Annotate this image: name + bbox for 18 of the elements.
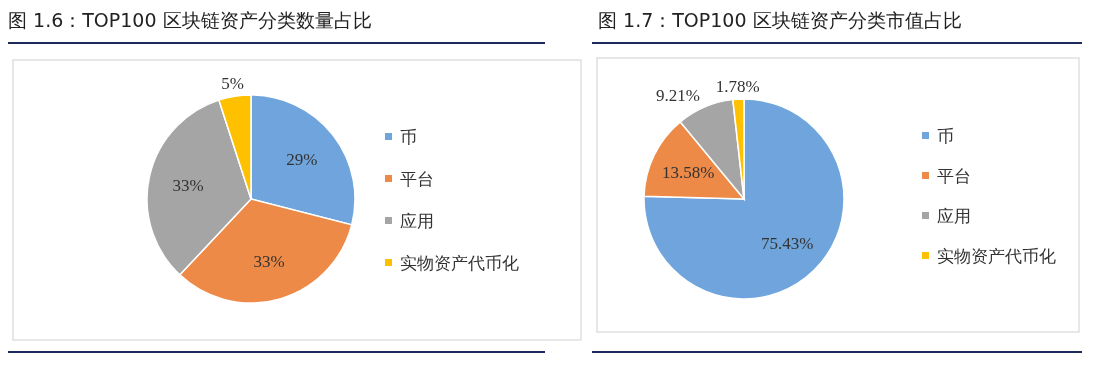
data-label: 5% [221,73,244,93]
legend-label: 实物资产代币化 [937,246,1056,266]
legend-label: 币 [400,127,417,147]
legend-label: 应用 [937,206,971,226]
data-label: 1.78% [715,77,760,97]
chart-title: 图 1.6：TOP100 区块链资产分类数量占比 [8,9,372,31]
data-label: 33% [253,251,285,271]
data-label: 9.21% [655,85,700,105]
legend-label: 币 [937,126,954,146]
data-label: 13.58% [662,162,715,182]
legend-label: 平台 [937,166,971,186]
legend-label: 平台 [400,169,434,189]
chart-title: 图 1.7：TOP100 区块链资产分类市值占比 [598,9,962,31]
data-label: 33% [172,175,204,195]
legend-label: 实物资产代币化 [400,253,519,273]
data-label: 29% [286,150,318,170]
data-label: 75.43% [761,234,814,254]
legend-label: 应用 [400,211,434,231]
